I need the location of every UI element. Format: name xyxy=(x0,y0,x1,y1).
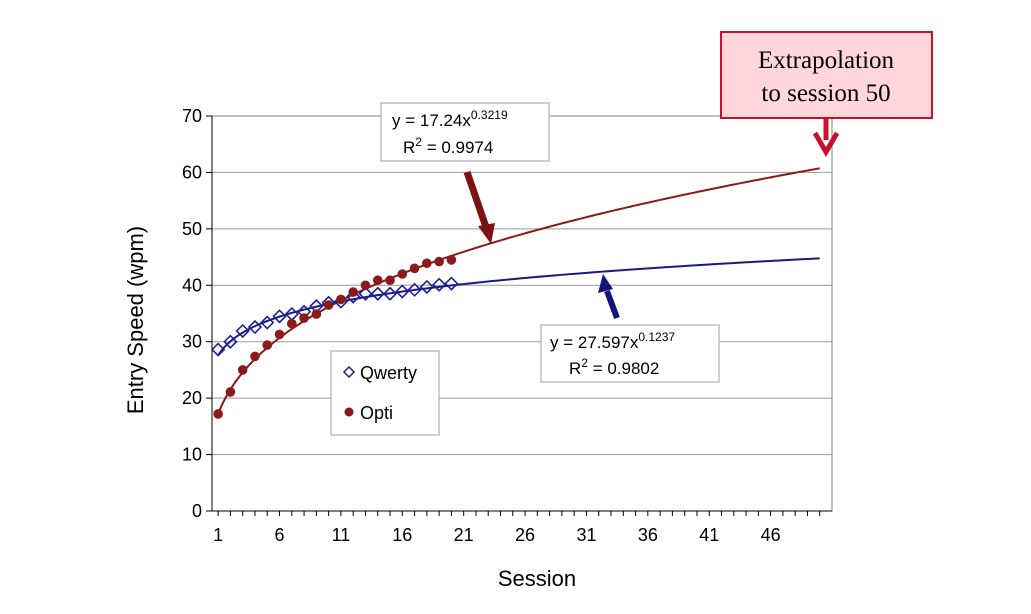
qwerty-point-2 xyxy=(223,334,238,349)
opti-point-14 xyxy=(372,275,383,286)
x-tick-label-11: 11 xyxy=(332,525,351,545)
opti-point-13 xyxy=(360,280,371,291)
opti-point-12 xyxy=(348,287,358,297)
opti-point-3 xyxy=(237,365,248,375)
opti-point-1 xyxy=(213,409,223,419)
qwerty-equation-box: y = 27.597x0.1237 R2 = 0.9802 xyxy=(540,324,720,383)
qwerty-point-15 xyxy=(382,286,398,301)
opti-equation: y = 17.24x0.3219 xyxy=(392,108,508,130)
legend-label-qwerty: Qwerty xyxy=(360,363,417,383)
y-tick-label-0: 0 xyxy=(192,501,202,521)
qwerty-equation-exponent: 0.1237 xyxy=(638,330,675,344)
callout-box xyxy=(720,31,933,119)
legend-label-opti: Opti xyxy=(360,403,393,423)
opti-r2-label: R xyxy=(403,138,415,157)
opti-equation-base: y = 17.24x xyxy=(392,111,471,130)
qwerty-equation: y = 27.597x0.1237 xyxy=(550,330,675,352)
qwerty-point-19 xyxy=(431,277,447,292)
opti-point-7 xyxy=(287,318,297,329)
opti-point-6 xyxy=(274,329,285,340)
x-axis-title: Session xyxy=(498,566,576,591)
opti-r2-sup: 2 xyxy=(415,135,422,149)
y-tick-label-50: 50 xyxy=(182,219,202,239)
qwerty-point-5 xyxy=(260,315,275,330)
opti-point-11 xyxy=(336,294,346,305)
opti-arrow xyxy=(463,170,495,244)
qwerty-r2-value: = 0.9802 xyxy=(588,359,659,378)
opti-point-18 xyxy=(422,258,432,269)
extrapolation-callout: Extrapolation to session 50 xyxy=(720,31,933,157)
x-tick-label-41: 41 xyxy=(699,525,719,545)
callout-line-1: Extrapolation xyxy=(758,47,895,74)
x-tick-label-6: 6 xyxy=(275,525,285,545)
y-axis-title: Entry Speed (wpm) xyxy=(123,226,148,414)
callout-line-2: to session 50 xyxy=(761,80,890,107)
x-tick-label-21: 21 xyxy=(454,525,474,545)
qwerty-point-20 xyxy=(444,276,459,291)
qwerty-point-6 xyxy=(272,309,287,324)
qwerty-point-17 xyxy=(407,282,422,297)
data-points xyxy=(211,255,459,419)
trendline-qwerty xyxy=(217,257,820,356)
y-tick-label-60: 60 xyxy=(182,162,202,182)
qwerty-point-16 xyxy=(395,284,410,299)
qwerty-arrow xyxy=(598,274,620,320)
legend-marker-qwerty xyxy=(342,365,356,379)
qwerty-equation-base: y = 27.597x xyxy=(550,333,639,352)
opti-point-10 xyxy=(323,300,334,310)
qwerty-r2: R2 = 0.9802 xyxy=(569,356,659,378)
opti-point-4 xyxy=(250,351,260,362)
x-tick-label-31: 31 xyxy=(576,525,596,545)
x-tick-label-36: 36 xyxy=(638,525,658,545)
opti-point-2 xyxy=(225,387,236,397)
trendline-opti xyxy=(217,167,820,415)
qwerty-equation-frame xyxy=(540,324,720,383)
x-axis: 1 6 11 16 21 26 31 36 41 46 xyxy=(212,510,832,545)
opti-point-16 xyxy=(397,269,408,279)
y-tick-label-40: 40 xyxy=(182,275,202,295)
opti-r2-value: = 0.9974 xyxy=(422,138,493,157)
x-tick-label-46: 46 xyxy=(761,525,781,545)
legend: Qwerty Opti xyxy=(330,350,440,436)
gridlines xyxy=(212,171,832,456)
opti-point-20 xyxy=(446,255,457,265)
legend-marker-opti xyxy=(344,407,354,417)
x-tick-label-16: 16 xyxy=(392,525,412,545)
qwerty-r2-label: R xyxy=(569,359,581,378)
y-tick-label-10: 10 xyxy=(182,445,202,465)
y-tick-label-30: 30 xyxy=(182,332,202,352)
trendlines xyxy=(217,167,820,415)
opti-point-19 xyxy=(434,256,444,267)
opti-equation-box: y = 17.24x0.3219 R2 = 0.9974 xyxy=(380,102,550,162)
qwerty-point-4 xyxy=(247,319,263,335)
opti-equation-exponent: 0.3219 xyxy=(471,108,508,122)
opti-equation-frame xyxy=(380,102,550,162)
qwerty-point-13 xyxy=(358,286,373,301)
x-tick-label-26: 26 xyxy=(515,525,535,545)
callout-arrow-head xyxy=(812,131,840,157)
opti-point-17 xyxy=(409,263,420,274)
opti-r2: R2 = 0.9974 xyxy=(403,135,493,157)
opti-point-5 xyxy=(262,340,273,350)
y-tick-label-20: 20 xyxy=(182,388,202,408)
x-tick-label-1: 1 xyxy=(213,525,223,545)
legend-box xyxy=(330,350,440,436)
y-axis: 0 10 20 30 40 50 60 70 xyxy=(182,106,213,521)
qwerty-point-14 xyxy=(370,286,385,301)
qwerty-point-3 xyxy=(235,323,250,339)
qwerty-point-18 xyxy=(419,279,434,295)
opti-point-9 xyxy=(311,309,322,319)
qwerty-r2-sup: 2 xyxy=(581,356,588,370)
opti-point-15 xyxy=(385,275,395,286)
y-tick-label-70: 70 xyxy=(182,106,202,126)
opti-point-8 xyxy=(299,313,309,323)
qwerty-point-1 xyxy=(211,342,226,357)
